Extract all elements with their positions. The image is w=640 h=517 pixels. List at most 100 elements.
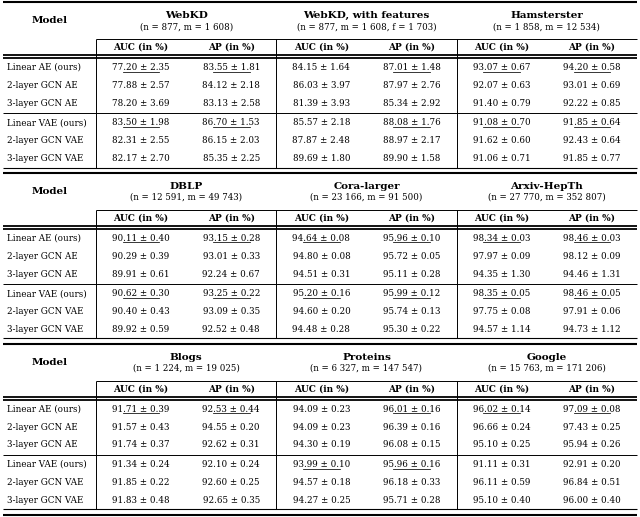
Text: 94.80 ± 0.08: 94.80 ± 0.08: [292, 252, 350, 261]
Text: 94.57 ± 1.14: 94.57 ± 1.14: [473, 325, 531, 334]
Text: 84.15 ± 1.64: 84.15 ± 1.64: [292, 63, 350, 72]
Text: 94.48 ± 0.28: 94.48 ± 0.28: [292, 325, 350, 334]
Text: 94.55 ± 0.20: 94.55 ± 0.20: [202, 422, 260, 432]
Text: 98.35 ± 0.05: 98.35 ± 0.05: [473, 289, 531, 298]
Text: 98.46 ± 0.05: 98.46 ± 0.05: [563, 289, 621, 298]
Text: 96.01 ± 0.16: 96.01 ± 0.16: [383, 405, 440, 414]
Text: 91.57 ± 0.43: 91.57 ± 0.43: [113, 422, 170, 432]
Text: 2-layer GCN AE: 2-layer GCN AE: [7, 252, 77, 261]
Text: AUC (in %): AUC (in %): [113, 384, 169, 393]
Text: 93.15 ± 0.28: 93.15 ± 0.28: [203, 234, 260, 243]
Text: 93.99 ± 0.10: 93.99 ± 0.10: [292, 460, 350, 469]
Text: Linear VAE (ours): Linear VAE (ours): [7, 289, 87, 298]
Text: 86.03 ± 3.97: 86.03 ± 3.97: [292, 81, 350, 90]
Text: AP (in %): AP (in %): [388, 214, 435, 222]
Text: Model: Model: [31, 358, 67, 367]
Text: 91.08 ± 0.70: 91.08 ± 0.70: [473, 118, 531, 127]
Text: AUC (in %): AUC (in %): [294, 43, 349, 52]
Text: 3-layer GCN AE: 3-layer GCN AE: [7, 440, 77, 449]
Text: 83.50 ± 1.98: 83.50 ± 1.98: [113, 118, 170, 127]
Text: 98.12 ± 0.09: 98.12 ± 0.09: [563, 252, 621, 261]
Text: 91.62 ± 0.60: 91.62 ± 0.60: [473, 136, 531, 145]
Text: DBLP: DBLP: [170, 182, 203, 191]
Text: 92.62 ± 0.31: 92.62 ± 0.31: [202, 440, 260, 449]
Text: 94.09 ± 0.23: 94.09 ± 0.23: [292, 405, 350, 414]
Text: 83.13 ± 2.58: 83.13 ± 2.58: [203, 99, 260, 108]
Text: 92.07 ± 0.63: 92.07 ± 0.63: [473, 81, 531, 90]
Text: 88.97 ± 2.17: 88.97 ± 2.17: [383, 136, 440, 145]
Text: 91.85 ± 0.22: 91.85 ± 0.22: [113, 478, 170, 487]
Text: 98.34 ± 0.03: 98.34 ± 0.03: [473, 234, 531, 243]
Text: 85.35 ± 2.25: 85.35 ± 2.25: [203, 154, 260, 163]
Text: 85.57 ± 2.18: 85.57 ± 2.18: [292, 118, 350, 127]
Text: 3-layer GCN AE: 3-layer GCN AE: [7, 99, 77, 108]
Text: 95.96 ± 0.10: 95.96 ± 0.10: [383, 234, 440, 243]
Text: (n = 6 327, m = 147 547): (n = 6 327, m = 147 547): [310, 364, 422, 373]
Text: 3-layer GCN VAE: 3-layer GCN VAE: [7, 154, 83, 163]
Text: 95.94 ± 0.26: 95.94 ± 0.26: [563, 440, 621, 449]
Text: 90.29 ± 0.39: 90.29 ± 0.39: [113, 252, 170, 261]
Text: 97.43 ± 0.25: 97.43 ± 0.25: [563, 422, 621, 432]
Text: 97.09 ± 0.08: 97.09 ± 0.08: [563, 405, 621, 414]
Text: Linear AE (ours): Linear AE (ours): [7, 234, 81, 243]
Text: 2-layer GCN VAE: 2-layer GCN VAE: [7, 136, 83, 145]
Text: AP (in %): AP (in %): [568, 384, 616, 393]
Text: 2-layer GCN VAE: 2-layer GCN VAE: [7, 307, 83, 316]
Text: 91.85 ± 0.64: 91.85 ± 0.64: [563, 118, 621, 127]
Text: Linear AE (ours): Linear AE (ours): [7, 405, 81, 414]
Text: 94.57 ± 0.18: 94.57 ± 0.18: [292, 478, 350, 487]
Text: 94.09 ± 0.23: 94.09 ± 0.23: [292, 422, 350, 432]
Text: 96.00 ± 0.40: 96.00 ± 0.40: [563, 496, 621, 505]
Text: 89.69 ± 1.80: 89.69 ± 1.80: [292, 154, 350, 163]
Text: WebKD, with features: WebKD, with features: [303, 11, 429, 20]
Text: 96.66 ± 0.24: 96.66 ± 0.24: [473, 422, 531, 432]
Text: 94.46 ± 1.31: 94.46 ± 1.31: [563, 269, 621, 279]
Text: 93.01 ± 0.69: 93.01 ± 0.69: [563, 81, 621, 90]
Text: 95.20 ± 0.16: 95.20 ± 0.16: [292, 289, 350, 298]
Text: 94.64 ± 0.08: 94.64 ± 0.08: [292, 234, 350, 243]
Text: 94.20 ± 0.58: 94.20 ± 0.58: [563, 63, 621, 72]
Text: 98.46 ± 0.03: 98.46 ± 0.03: [563, 234, 621, 243]
Text: 96.08 ± 0.15: 96.08 ± 0.15: [383, 440, 440, 449]
Text: 94.51 ± 0.31: 94.51 ± 0.31: [292, 269, 350, 279]
Text: 97.97 ± 0.09: 97.97 ± 0.09: [473, 252, 531, 261]
Text: 93.09 ± 0.35: 93.09 ± 0.35: [203, 307, 260, 316]
Text: 94.35 ± 1.30: 94.35 ± 1.30: [473, 269, 531, 279]
Text: 89.92 ± 0.59: 89.92 ± 0.59: [113, 325, 170, 334]
Text: AUC (in %): AUC (in %): [113, 214, 169, 222]
Text: AP (in %): AP (in %): [208, 43, 255, 52]
Text: 95.10 ± 0.40: 95.10 ± 0.40: [473, 496, 531, 505]
Text: 3-layer GCN VAE: 3-layer GCN VAE: [7, 325, 83, 334]
Text: AUC (in %): AUC (in %): [474, 214, 529, 222]
Text: 91.06 ± 0.71: 91.06 ± 0.71: [473, 154, 531, 163]
Text: 92.91 ± 0.20: 92.91 ± 0.20: [563, 460, 621, 469]
Text: AP (in %): AP (in %): [568, 43, 616, 52]
Text: 78.20 ± 3.69: 78.20 ± 3.69: [113, 99, 170, 108]
Text: 95.30 ± 0.22: 95.30 ± 0.22: [383, 325, 440, 334]
Text: 94.73 ± 1.12: 94.73 ± 1.12: [563, 325, 621, 334]
Text: Proteins: Proteins: [342, 353, 391, 362]
Text: 92.24 ± 0.67: 92.24 ± 0.67: [202, 269, 260, 279]
Text: 89.91 ± 0.61: 89.91 ± 0.61: [113, 269, 170, 279]
Text: Hamsterster: Hamsterster: [510, 11, 583, 20]
Text: Linear VAE (ours): Linear VAE (ours): [7, 460, 87, 469]
Text: 92.43 ± 0.64: 92.43 ± 0.64: [563, 136, 621, 145]
Text: Google: Google: [527, 353, 567, 362]
Text: 3-layer GCN VAE: 3-layer GCN VAE: [7, 496, 83, 505]
Text: 91.83 ± 0.48: 91.83 ± 0.48: [112, 496, 170, 505]
Text: 83.55 ± 1.81: 83.55 ± 1.81: [203, 63, 260, 72]
Text: (n = 15 763, m = 171 206): (n = 15 763, m = 171 206): [488, 364, 606, 373]
Text: AUC (in %): AUC (in %): [113, 43, 169, 52]
Text: 92.52 ± 0.48: 92.52 ± 0.48: [202, 325, 260, 334]
Text: AP (in %): AP (in %): [568, 214, 616, 222]
Text: 87.87 ± 2.48: 87.87 ± 2.48: [292, 136, 350, 145]
Text: 90.62 ± 0.30: 90.62 ± 0.30: [113, 289, 170, 298]
Text: AP (in %): AP (in %): [208, 214, 255, 222]
Text: AP (in %): AP (in %): [388, 43, 435, 52]
Text: AP (in %): AP (in %): [208, 384, 255, 393]
Text: 92.65 ± 0.35: 92.65 ± 0.35: [203, 496, 260, 505]
Text: AUC (in %): AUC (in %): [474, 43, 529, 52]
Text: 91.85 ± 0.77: 91.85 ± 0.77: [563, 154, 621, 163]
Text: 91.40 ± 0.79: 91.40 ± 0.79: [473, 99, 531, 108]
Text: 95.74 ± 0.13: 95.74 ± 0.13: [383, 307, 440, 316]
